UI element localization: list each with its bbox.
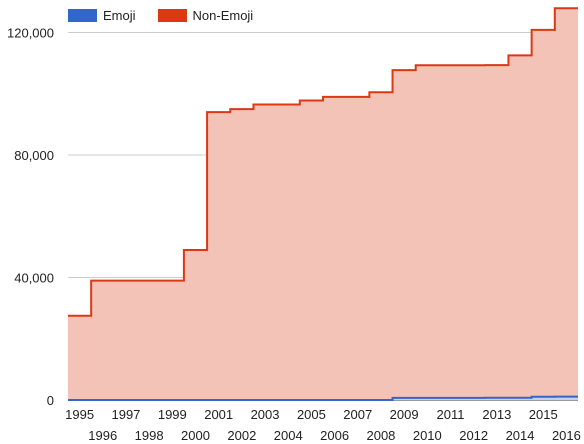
line-non-emoji bbox=[68, 7, 578, 317]
x-tick-label: 2014 bbox=[506, 428, 535, 443]
line-emoji bbox=[68, 395, 578, 401]
x-tick-label: 2007 bbox=[343, 407, 372, 422]
legend-item-emoji[interactable]: Emoji bbox=[68, 8, 136, 23]
y-tick-label: 40,000 bbox=[14, 271, 54, 286]
x-tick-label: 2003 bbox=[251, 407, 280, 422]
y-axis-ticks: 0 40,000 80,000 120,000 bbox=[7, 26, 54, 409]
legend-swatch-emoji bbox=[68, 9, 97, 22]
x-tick-label: 2009 bbox=[390, 407, 419, 422]
x-tick-label: 2005 bbox=[297, 407, 326, 422]
legend-swatch-non-emoji bbox=[157, 9, 187, 22]
y-tick-label: 120,000 bbox=[7, 26, 54, 41]
x-tick-label: 2016 bbox=[552, 428, 581, 443]
x-tick-label: 2002 bbox=[227, 428, 256, 443]
area-non-emoji bbox=[68, 8, 578, 401]
x-tick-label: 1998 bbox=[135, 428, 164, 443]
legend-item-non-emoji[interactable]: Non-Emoji bbox=[157, 8, 254, 23]
x-tick-label: 2008 bbox=[366, 428, 395, 443]
x-tick-label: 1995 bbox=[65, 407, 94, 422]
legend-label-non-emoji: Non-Emoji bbox=[192, 8, 254, 23]
x-tick-label: 2004 bbox=[274, 428, 303, 443]
x-tick-label: 2010 bbox=[413, 428, 442, 443]
area-emoji bbox=[68, 396, 578, 400]
x-tick-label: 2013 bbox=[482, 407, 511, 422]
line-series bbox=[68, 7, 578, 401]
x-tick-label: 2015 bbox=[529, 407, 558, 422]
x-tick-label: 2012 bbox=[459, 428, 488, 443]
y-tick-label: 80,000 bbox=[14, 148, 54, 163]
x-tick-label: 1996 bbox=[88, 428, 117, 443]
x-axis-ticks: 1995 1996 1997 1998 1999 2000 2001 2002 2003 2004… bbox=[65, 407, 581, 443]
x-tick-label: 1997 bbox=[111, 407, 140, 422]
area-series bbox=[68, 8, 578, 401]
x-tick-label: 2006 bbox=[320, 428, 349, 443]
x-tick-label: 2011 bbox=[437, 407, 465, 422]
x-tick-label: 2001 bbox=[204, 407, 233, 422]
y-tick-label: 0 bbox=[47, 393, 54, 408]
legend: Emoji Non-Emoji bbox=[68, 8, 253, 23]
x-tick-label: 1999 bbox=[158, 407, 187, 422]
legend-label-emoji: Emoji bbox=[103, 8, 136, 23]
x-tick-label: 2000 bbox=[181, 428, 210, 443]
